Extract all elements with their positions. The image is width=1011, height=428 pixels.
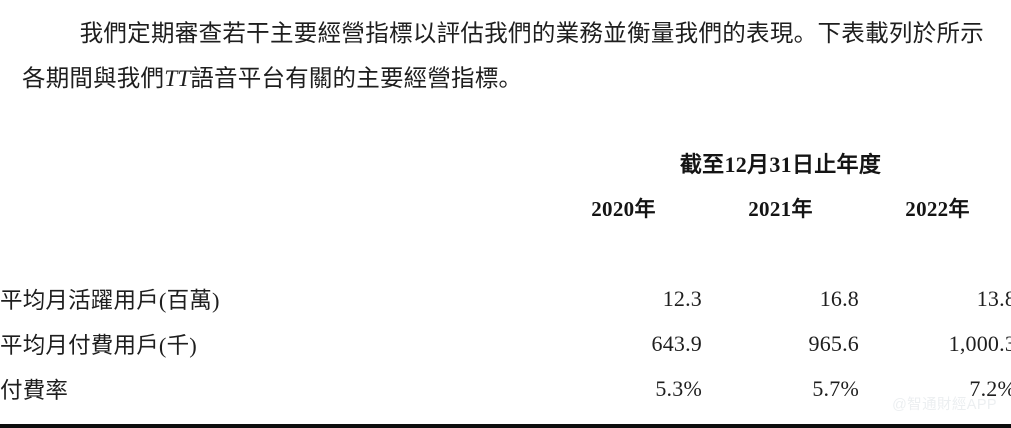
row-paying-users-value-2022: 1,000.3 [948, 330, 1011, 356]
row-label-mau: 平均月活躍用戶(百萬) [0, 287, 220, 313]
column-header-2022: 2022年 [905, 197, 970, 221]
row-paying-ratio-value-2021: 5.7% [812, 375, 859, 401]
row-mau-value-2021: 16.8 [819, 285, 859, 311]
table-row: 平均月活躍用戶(百萬) 12.3 16.8 13.8 [0, 276, 1011, 321]
intro-paragraph: 我們定期審查若干主要經營指標以評估我們的業務並衡量我們的表現。下表載列於所示各期… [22, 12, 984, 102]
row-paying-ratio-value-2022: 7.2% [969, 375, 1011, 401]
intro-text-before-italic: 我們定期審查若干主要經營指標以評估我們的業務並衡量我們的表現。下表載列於所示各期… [22, 21, 984, 92]
watermark: @智通財經APP [892, 397, 997, 413]
table-header: 截至12月31日止年度 2020年 2021年 2022年 [0, 140, 1011, 230]
row-mau-value-2020: 12.3 [662, 285, 702, 311]
span-header-empty-cell [0, 140, 545, 186]
span-header-fiscal-year: 截至12月31日止年度 [679, 152, 882, 177]
key-operating-metrics-table: 截至12月31日止年度 2020年 2021年 2022年 平均月活躍用戶(百萬… [0, 140, 1011, 411]
table-span-header-row: 截至12月31日止年度 [0, 140, 1011, 186]
row-label-paying-ratio: 付費率 [0, 377, 69, 403]
row-label-paying-users: 平均月付費用戶(千) [0, 332, 197, 358]
table-column-header-row: 2020年 2021年 2022年 [0, 186, 1011, 230]
column-header-2020: 2020年 [591, 197, 656, 221]
table-spacer-cell [0, 230, 1011, 276]
column-header-2021: 2021年 [748, 197, 813, 221]
row-paying-ratio-value-2020: 5.3% [655, 375, 702, 401]
table-spacer-row [0, 230, 1011, 276]
column-header-empty-cell [0, 186, 545, 230]
table-body: 平均月活躍用戶(百萬) 12.3 16.8 13.8 平均月付費用戶(千) 64… [0, 230, 1011, 411]
row-paying-users-value-2020: 643.9 [651, 330, 702, 356]
row-paying-users-value-2021: 965.6 [808, 330, 859, 356]
platform-name-italic: TT [164, 66, 191, 92]
intro-text-after-italic: 語音平台有關的主要經營指標。 [190, 66, 523, 92]
page-bottom-rule [0, 424, 1011, 428]
table-row: 平均月付費用戶(千) 643.9 965.6 1,000.3 [0, 321, 1011, 366]
intro-paragraph-text: 我們定期審查若干主要經營指標以評估我們的業務並衡量我們的表現。下表載列於所示各期… [22, 12, 984, 102]
table-row: 付費率 5.3% 5.7% 7.2% [0, 366, 1011, 411]
row-mau-value-2022: 13.8 [976, 285, 1011, 311]
